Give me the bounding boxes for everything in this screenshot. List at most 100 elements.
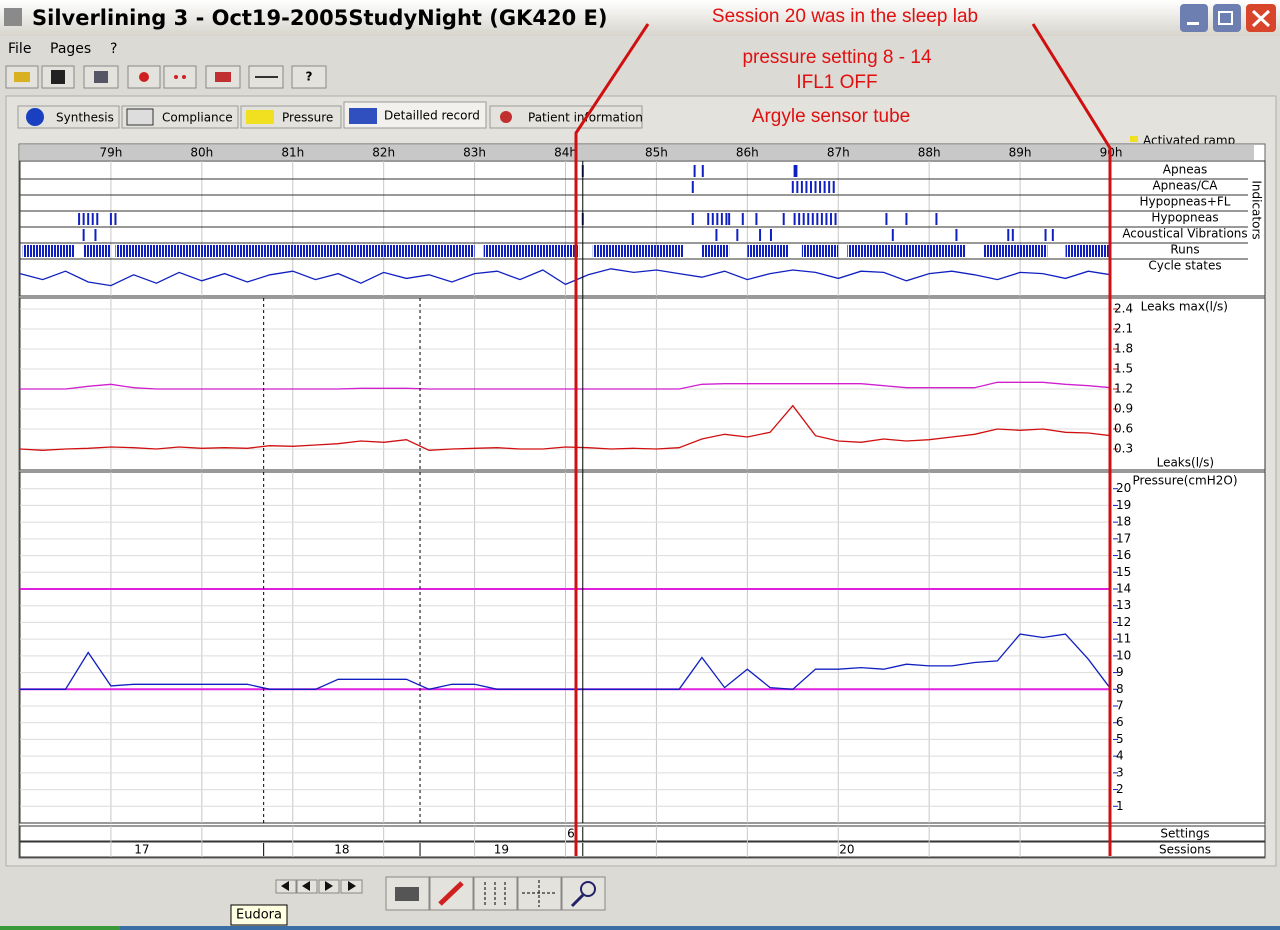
taskbar xyxy=(0,926,1280,930)
y-tick-label: 8 xyxy=(1116,682,1124,696)
time-tick-label: 81h xyxy=(281,146,304,160)
run-interval xyxy=(22,245,75,257)
run-interval xyxy=(801,245,839,257)
annotation: Session 20 was in the sleep lab xyxy=(712,6,978,27)
maximize-button[interactable] xyxy=(1213,4,1241,32)
time-header xyxy=(20,145,1254,160)
window-controls[interactable] xyxy=(1180,4,1276,32)
tool-buttons xyxy=(385,876,606,911)
y-tick-label: 1.2 xyxy=(1114,382,1133,396)
row-label: Sessions xyxy=(1159,843,1211,857)
time-tick-label: 87h xyxy=(827,146,850,160)
start-button[interactable] xyxy=(0,926,120,930)
tab[interactable] xyxy=(17,105,120,129)
settings-row xyxy=(19,825,1266,842)
navigation-buttons xyxy=(275,879,363,894)
y-tick-label: 0.6 xyxy=(1114,422,1133,436)
y-tick-label: 0.3 xyxy=(1114,442,1133,456)
y-tick-label: 7 xyxy=(1116,699,1124,713)
session-label: 17 xyxy=(134,843,149,857)
annotation-line xyxy=(574,23,650,856)
run-interval xyxy=(747,245,789,257)
leaks-panel xyxy=(19,297,1266,471)
leaks-trace xyxy=(20,381,1112,390)
annotation: Argyle sensor tube xyxy=(752,106,910,127)
time-tick-label: 82h xyxy=(372,146,395,160)
cycle-trace xyxy=(19,268,1112,287)
series-label: Leaks max(l/s) xyxy=(1141,300,1228,314)
pen-button[interactable] xyxy=(429,876,474,911)
menu-item[interactable]: ? xyxy=(110,41,117,57)
y-tick-label: 19 xyxy=(1116,498,1131,512)
y-tick-label: 16 xyxy=(1116,548,1131,562)
annotation: pressure setting 8 - 14 xyxy=(742,47,931,68)
tab-label[interactable]: Synthesis xyxy=(56,111,114,125)
indicator-label: Cycle states xyxy=(1148,259,1221,273)
series-label: Leaks(l/s) xyxy=(1157,456,1214,470)
tab[interactable] xyxy=(489,105,643,129)
run-interval xyxy=(847,245,966,257)
indicator-label: Acoustical Vibrations xyxy=(1122,227,1247,241)
toolbar-button[interactable] xyxy=(163,65,197,89)
y-tick-label: 9 xyxy=(1116,665,1124,679)
minimize-button[interactable] xyxy=(1180,4,1208,32)
tooltip xyxy=(230,904,288,926)
session-label: 20 xyxy=(839,843,854,857)
time-tick-label: 79h xyxy=(99,146,122,160)
time-tick-label: 84h xyxy=(554,146,577,160)
time-tick-label: 88h xyxy=(918,146,941,160)
indicators-title: Indicators xyxy=(1250,180,1264,239)
time-tick-label: 89h xyxy=(1009,146,1032,160)
y-tick-label: 1.5 xyxy=(1114,362,1133,376)
indicator-label: Apneas xyxy=(1163,163,1207,177)
indicator-label: Runs xyxy=(1170,243,1199,257)
run-interval xyxy=(83,245,111,257)
y-tick-label: 2 xyxy=(1116,782,1124,796)
app-icon xyxy=(4,8,22,26)
tab-label[interactable]: Compliance xyxy=(162,111,233,125)
session-label: 18 xyxy=(334,843,349,857)
tab-label[interactable]: Pressure xyxy=(282,111,333,125)
y-tick-label: 15 xyxy=(1116,565,1131,579)
y-tick-label: 1.8 xyxy=(1114,342,1133,356)
plot-area: 79h 80h 81h 82h 83h 84h 85h 86h 87h 88h 89h 90hApne… xyxy=(19,146,1248,857)
time-tick-label: 80h xyxy=(190,146,213,160)
tab-label[interactable]: Detailled record xyxy=(384,109,480,123)
y-tick-label: 3 xyxy=(1116,765,1124,779)
indicator-panel xyxy=(19,160,1266,297)
session-label: 19 xyxy=(494,843,509,857)
y-tick-label: 5 xyxy=(1116,732,1124,746)
series-label: Pressure(cmH2O) xyxy=(1133,474,1238,488)
run-interval xyxy=(483,245,580,257)
row-label: Settings xyxy=(1160,827,1209,841)
time-tick-label: 83h xyxy=(463,146,486,160)
menu-item[interactable]: Pages xyxy=(50,41,91,57)
toolbar-button[interactable] xyxy=(291,65,327,89)
indicator-label: Hypopneas xyxy=(1151,211,1218,225)
y-tick-label: 1 xyxy=(1116,799,1124,813)
setting-label: 6 xyxy=(567,827,575,841)
annotation-line xyxy=(1031,23,1112,856)
menu-item[interactable]: File xyxy=(8,41,31,57)
indicator-label: Hypopneas+FL xyxy=(1140,195,1231,209)
y-tick-label: 11 xyxy=(1116,632,1131,646)
y-tick-label: 6 xyxy=(1116,715,1124,729)
sessions-row xyxy=(19,841,1266,858)
y-tick-label: 10 xyxy=(1116,648,1131,662)
run-interval xyxy=(983,245,1048,257)
leaks-trace xyxy=(19,404,1112,451)
y-tick-label: 4 xyxy=(1116,749,1124,763)
window-title: Silverlining 3 - Oct19-2005StudyNight (G… xyxy=(32,6,607,30)
y-tick-label: 12 xyxy=(1116,615,1131,629)
y-tick-label: 2.1 xyxy=(1114,322,1133,336)
time-tick-label: 86h xyxy=(736,146,759,160)
y-tick-label: 20 xyxy=(1116,481,1131,495)
indicator-label: Apneas/CA xyxy=(1152,179,1218,193)
y-tick-label: 13 xyxy=(1116,598,1131,612)
y-tick-label: 2.4 xyxy=(1114,302,1133,316)
legend-swatch xyxy=(1130,136,1138,142)
pressure-trace xyxy=(20,633,1112,690)
run-interval xyxy=(115,245,475,257)
run-interval xyxy=(592,245,684,257)
